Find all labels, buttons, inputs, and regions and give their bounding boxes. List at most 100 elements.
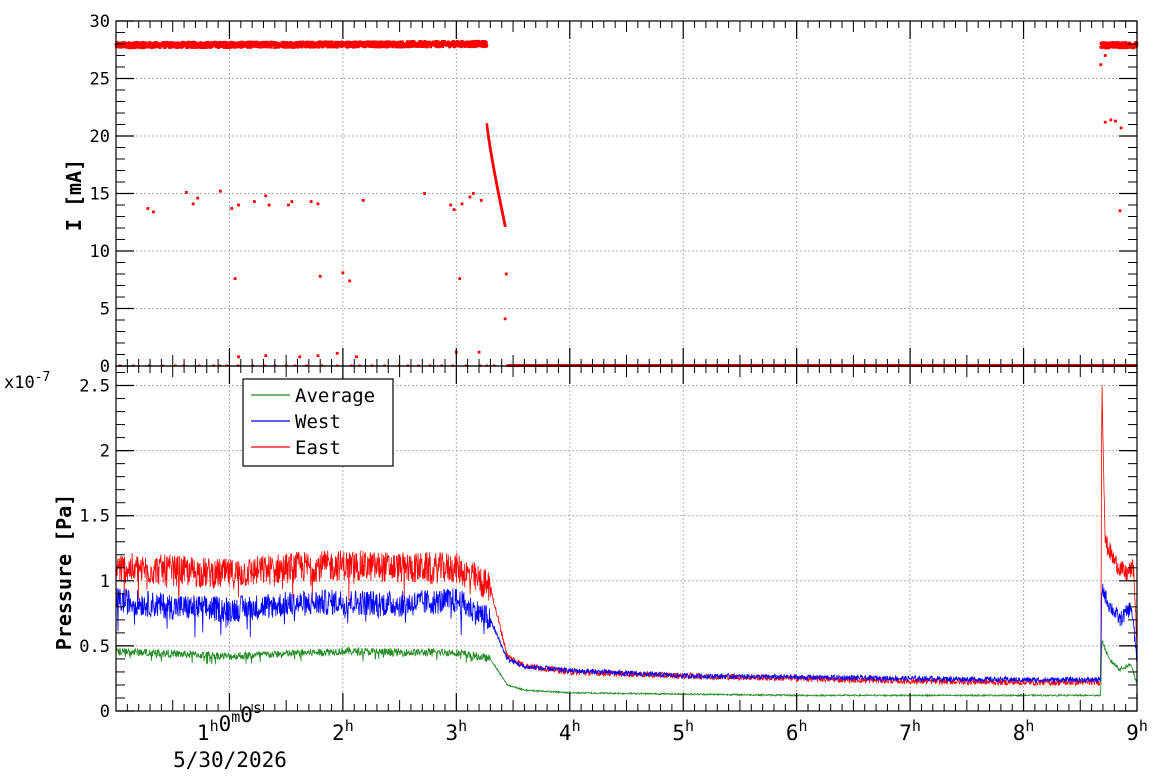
current-point — [273, 41, 276, 44]
current-point — [224, 40, 228, 44]
current-point — [487, 140, 491, 144]
current-point — [248, 43, 252, 47]
current-outlier-point — [237, 355, 240, 359]
x-tick-label: 5h — [672, 717, 694, 745]
current-point — [127, 41, 131, 44]
current-point — [381, 40, 384, 44]
current-point — [488, 143, 491, 146]
pressure-panel: 0 0.5 1 1.5 2 2.5 Pressure [Pa] x10-7 Average… — [4, 365, 1138, 722]
current-point — [311, 40, 315, 44]
current-outlier-point — [298, 355, 302, 359]
current-point — [214, 40, 218, 44]
current-point — [367, 41, 370, 44]
x-tick-label: 2h — [332, 717, 354, 745]
current-point — [323, 40, 327, 44]
pressure-data — [115, 385, 1138, 698]
multiplier-base: x10 — [4, 373, 35, 393]
y-tick-label: 2 — [100, 442, 110, 462]
current-point — [218, 40, 222, 44]
current-point — [487, 134, 490, 137]
x-axis-labels: 1h0m0s 2h 3h 4h 5h 6h 7h 8h 9h — [197, 699, 1148, 745]
current-point — [222, 46, 226, 49]
current-point — [329, 43, 333, 46]
current-point — [365, 40, 369, 44]
current-point — [255, 40, 258, 44]
current-point — [275, 41, 279, 44]
current-point — [488, 144, 492, 148]
current-point — [190, 41, 193, 44]
current-outlier-point — [423, 192, 426, 195]
current-point — [481, 43, 485, 47]
current-point — [1112, 41, 1115, 44]
x-tick-label: 6h — [786, 717, 808, 745]
current-outlier-point — [355, 355, 358, 359]
current-point — [440, 40, 444, 43]
current-point — [144, 41, 148, 44]
y-tick-label: 25 — [90, 70, 110, 90]
legend: Average West East — [242, 378, 394, 467]
current-point — [487, 135, 490, 139]
current-point — [1100, 46, 1104, 50]
current-point — [322, 45, 325, 48]
current-point — [447, 41, 451, 45]
current-point — [488, 141, 491, 145]
current-point — [436, 45, 440, 48]
current-point — [490, 155, 494, 159]
y-tick-label: 1.5 — [79, 507, 110, 527]
current-outlier-point — [237, 203, 240, 207]
current-point — [228, 42, 231, 46]
pressure-line-west — [115, 583, 1138, 684]
current-point — [346, 45, 350, 49]
current-point — [490, 156, 494, 160]
current-point — [196, 42, 200, 46]
current-outlier-point — [1103, 54, 1107, 57]
current-point — [364, 40, 367, 44]
current-point — [265, 41, 269, 44]
current-outlier-point — [233, 277, 237, 280]
current-point — [441, 45, 445, 48]
current-point — [128, 42, 132, 46]
current-point — [422, 41, 426, 45]
x-tick-label: 4h — [559, 717, 581, 745]
current-point — [423, 43, 426, 46]
current-point — [1114, 41, 1118, 44]
current-point — [146, 42, 149, 46]
current-point — [291, 43, 295, 47]
current-point — [487, 137, 491, 141]
current-point — [470, 43, 474, 46]
current-point — [1122, 45, 1126, 48]
current-outlier-point — [477, 350, 481, 354]
current-point — [251, 40, 255, 44]
current-point — [168, 46, 172, 50]
current-point — [129, 45, 133, 49]
current-point — [158, 45, 162, 49]
current-outlier-point — [1099, 63, 1103, 67]
current-point — [332, 45, 336, 49]
current-point — [126, 42, 130, 46]
current-point — [1124, 41, 1128, 44]
current-point — [156, 44, 160, 48]
current-outlier-point — [348, 279, 352, 283]
current-point — [328, 45, 331, 49]
current-outlier-point — [1103, 120, 1107, 124]
current-point — [489, 151, 493, 155]
current-point — [282, 43, 285, 46]
date-label: 5/30/2026 — [173, 748, 287, 772]
current-point — [173, 42, 177, 45]
current-point — [121, 41, 125, 45]
current-point — [327, 40, 331, 44]
current-point — [460, 45, 463, 49]
current-outlier-point — [309, 200, 313, 203]
current-point — [470, 40, 474, 43]
current-point — [489, 147, 492, 151]
current-outlier-point — [316, 354, 320, 358]
current-grid — [116, 20, 1138, 367]
current-point — [486, 132, 490, 136]
current-point — [248, 45, 251, 48]
y-tick-label: 20 — [90, 127, 110, 147]
x-tick-label: 1h0m0s — [197, 699, 262, 745]
current-point — [264, 44, 267, 48]
current-outlier-point — [316, 202, 320, 206]
legend-label: East — [295, 437, 341, 459]
